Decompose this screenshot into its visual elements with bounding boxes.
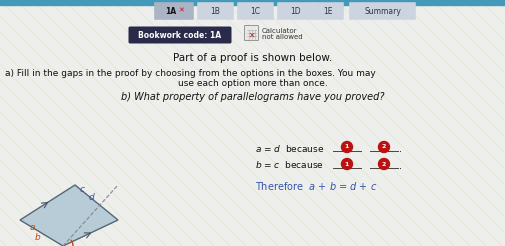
Circle shape — [341, 158, 352, 169]
Text: a: a — [29, 224, 35, 232]
FancyBboxPatch shape — [312, 2, 343, 20]
Text: .: . — [398, 144, 401, 154]
Text: use each option more than once.: use each option more than once. — [178, 78, 327, 88]
FancyBboxPatch shape — [277, 2, 313, 20]
Circle shape — [378, 141, 389, 153]
Polygon shape — [20, 185, 118, 246]
FancyBboxPatch shape — [244, 26, 258, 41]
Text: Therefore  $a$ + $b$ = $d$ + $c$: Therefore $a$ + $b$ = $d$ + $c$ — [255, 180, 377, 192]
Text: 2: 2 — [381, 162, 385, 167]
Text: b: b — [35, 233, 41, 243]
Text: 1: 1 — [344, 144, 348, 150]
Text: not allowed: not allowed — [262, 34, 302, 40]
Circle shape — [378, 158, 389, 169]
Text: 1B: 1B — [210, 6, 220, 15]
Text: Calculator: Calculator — [262, 28, 297, 34]
Text: c: c — [79, 184, 84, 194]
Text: $b$ = $c$  because: $b$ = $c$ because — [255, 159, 323, 170]
Text: 2: 2 — [381, 144, 385, 150]
Text: 1: 1 — [344, 162, 348, 167]
Circle shape — [341, 141, 352, 153]
Text: Bookwork code: 1A: Bookwork code: 1A — [138, 31, 221, 40]
FancyBboxPatch shape — [348, 2, 415, 20]
FancyBboxPatch shape — [128, 27, 231, 44]
FancyBboxPatch shape — [237, 2, 273, 20]
Text: 1D: 1D — [289, 6, 300, 15]
FancyBboxPatch shape — [154, 2, 193, 20]
Text: Summary: Summary — [363, 6, 400, 15]
Text: 1A: 1A — [165, 6, 176, 15]
Text: .: . — [398, 161, 401, 171]
Text: 1E: 1E — [323, 6, 332, 15]
Text: ✕: ✕ — [178, 8, 184, 14]
Text: 1C: 1C — [250, 6, 260, 15]
Text: d: d — [88, 194, 94, 202]
Text: $a$ = $d$  because: $a$ = $d$ because — [255, 142, 324, 154]
Text: ✕: ✕ — [248, 31, 254, 40]
Text: a) Fill in the gaps in the proof by choosing from the options in the boxes. You : a) Fill in the gaps in the proof by choo… — [5, 68, 375, 77]
Bar — [0, 0, 505, 5]
Text: b) What property of parallelograms have you proved?: b) What property of parallelograms have … — [121, 92, 384, 102]
Text: Part of a proof is shown below.: Part of a proof is shown below. — [173, 53, 332, 63]
FancyBboxPatch shape — [197, 2, 233, 20]
